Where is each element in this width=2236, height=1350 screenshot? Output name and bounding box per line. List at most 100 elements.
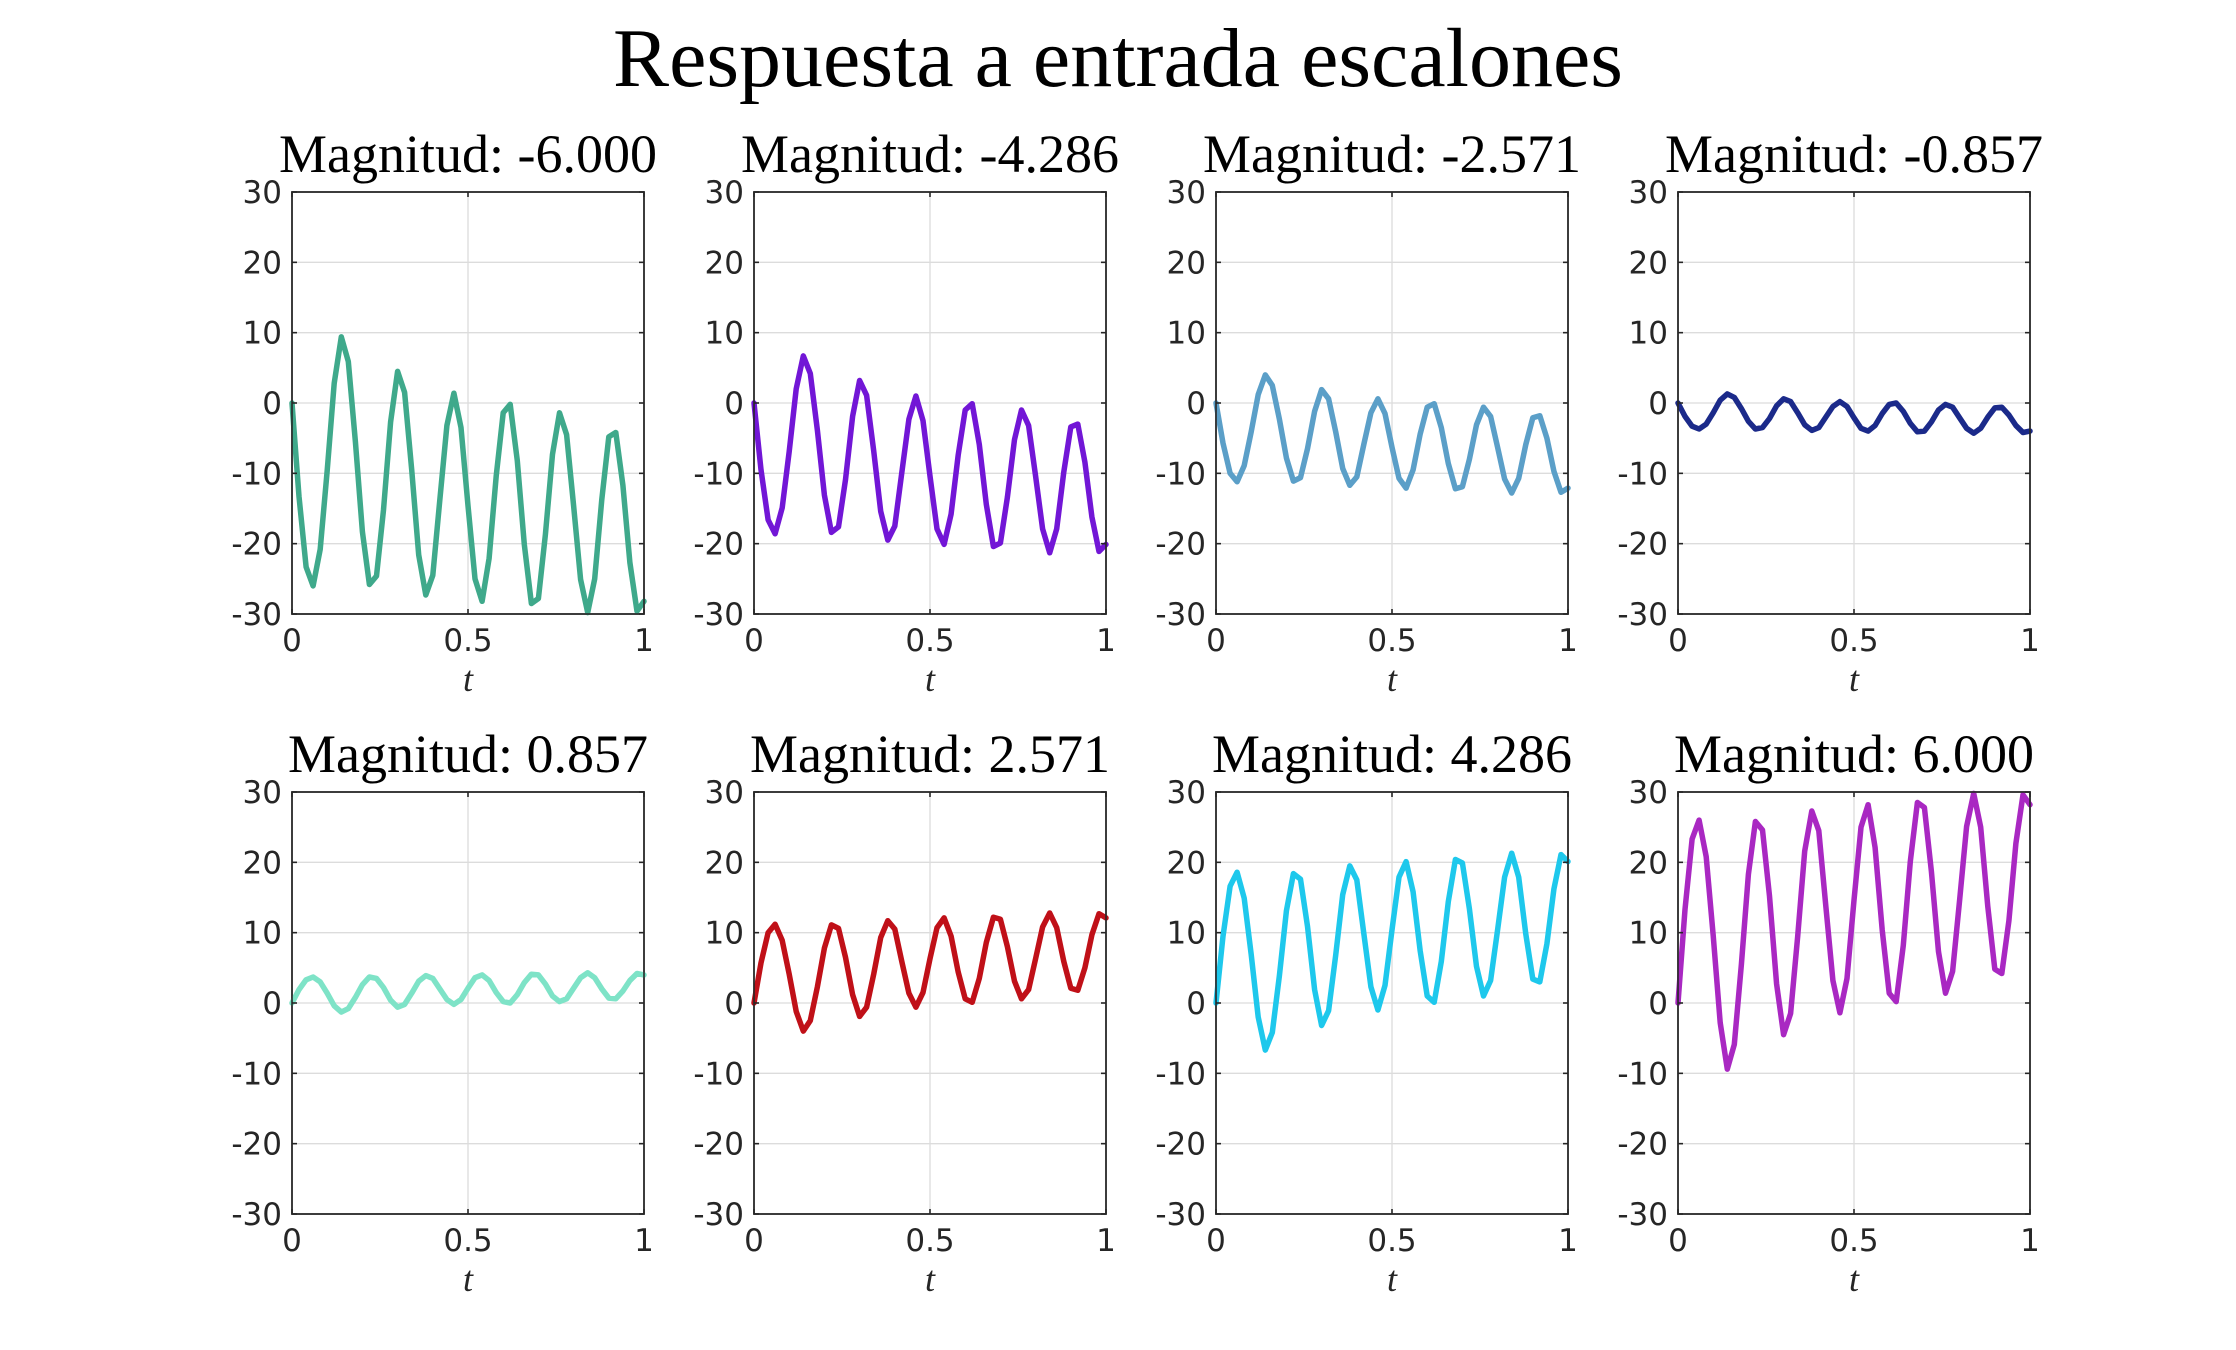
x-axis-label: t — [1849, 1259, 1860, 1299]
y-tick-label: 10 — [1629, 316, 1668, 352]
x-tick-label: 1 — [1558, 623, 1578, 659]
x-tick-label: 0.5 — [1367, 1223, 1416, 1259]
y-tick-label: 0 — [724, 386, 744, 422]
y-tick-label: 30 — [705, 775, 744, 811]
y-tick-label: 20 — [1167, 845, 1206, 881]
y-tick-label: -20 — [1155, 527, 1206, 563]
figure-title: Respuesta a entrada escalones — [613, 12, 1623, 105]
subplot-title: Magnitud: -0.857 — [1665, 124, 2043, 184]
subplot-title: Magnitud: 0.857 — [288, 724, 648, 784]
subplot-title: Magnitud: -6.000 — [279, 124, 657, 184]
x-tick-label: 0.5 — [443, 1223, 492, 1259]
y-tick-label: -20 — [1155, 1127, 1206, 1163]
y-tick-label: 30 — [1167, 775, 1206, 811]
subplot-7: -30 -20 -10 0 10 20 30 0 0.5 1 t Magnitud: 4.286 — [1155, 724, 1578, 1299]
subplot-5: -30 -20 -10 0 10 20 30 0 0.5 1 t Magnitud: 0.857 — [231, 724, 654, 1299]
subplot-title: Magnitud: 6.000 — [1674, 724, 2034, 784]
y-tick-label: -30 — [1617, 1197, 1668, 1233]
series-line — [751, 910, 1109, 1034]
x-axis-label: t — [1387, 1259, 1398, 1299]
y-tick-label: 20 — [1167, 245, 1206, 281]
y-tick-label: -30 — [1155, 1197, 1206, 1233]
y-tick-label: 0 — [262, 386, 282, 422]
subplot-4: -30 -20 -10 0 10 20 30 0 0.5 1 t Magnitud: -0.857 — [1617, 124, 2043, 699]
x-tick-label: 0.5 — [905, 1223, 954, 1259]
y-tick-label: -30 — [1155, 597, 1206, 633]
x-axis-label: t — [1849, 659, 1860, 699]
subplot-title: Magnitud: -2.571 — [1203, 124, 1581, 184]
subplot-2: -30 -20 -10 0 10 20 30 0 0.5 1 t Magnitud: -4.286 — [693, 124, 1119, 699]
y-tick-label: -30 — [693, 597, 744, 633]
y-tick-label: -20 — [1617, 527, 1668, 563]
y-tick-label: 10 — [1167, 316, 1206, 352]
x-tick-label: 1 — [2020, 1223, 2040, 1259]
y-tick-label: 20 — [243, 245, 282, 281]
x-tick-label: 0 — [1206, 1223, 1226, 1259]
x-tick-label: 1 — [2020, 623, 2040, 659]
y-tick-label: -20 — [231, 1127, 282, 1163]
x-tick-label: 1 — [634, 1223, 654, 1259]
subplot-title: Magnitud: -4.286 — [741, 124, 1119, 184]
x-tick-label: 0 — [1668, 1223, 1688, 1259]
subplot-6: -30 -20 -10 0 10 20 30 0 0.5 1 t Magnitud: 2.571 — [693, 724, 1116, 1299]
y-tick-label: -20 — [1617, 1127, 1668, 1163]
series-line — [751, 353, 1109, 556]
y-tick-label: -10 — [1617, 1056, 1668, 1092]
x-tick-label: 0.5 — [1829, 623, 1878, 659]
x-tick-label: 1 — [1558, 1223, 1578, 1259]
subplot-3: -30 -20 -10 0 10 20 30 0 0.5 1 t Magnitud: -2.571 — [1155, 124, 1581, 699]
y-tick-label: 20 — [243, 845, 282, 881]
y-tick-label: 0 — [1186, 386, 1206, 422]
y-tick-label: 30 — [1167, 175, 1206, 211]
x-tick-label: 0.5 — [443, 623, 492, 659]
subplot-title: Magnitud: 4.286 — [1212, 724, 1572, 784]
x-tick-label: 0.5 — [905, 623, 954, 659]
subplot-8: -30 -20 -10 0 10 20 30 0 0.5 1 t Magnitud: 6.000 — [1617, 724, 2040, 1299]
y-tick-label: -10 — [231, 1056, 282, 1092]
x-tick-label: 1 — [634, 623, 654, 659]
subplot-title: Magnitud: 2.571 — [750, 724, 1110, 784]
x-axis-label: t — [463, 1259, 474, 1299]
y-tick-label: -10 — [231, 456, 282, 492]
y-tick-label: 0 — [1648, 986, 1668, 1022]
y-tick-label: 0 — [1186, 986, 1206, 1022]
y-tick-label: 30 — [1629, 175, 1668, 211]
y-tick-label: 10 — [1629, 916, 1668, 952]
x-tick-label: 0 — [1206, 623, 1226, 659]
subplot-1: -30 -20 -10 0 10 20 30 0 0.5 1 t Magnitud: -6.000 — [231, 124, 657, 699]
y-tick-label: -10 — [1155, 456, 1206, 492]
y-tick-label: 20 — [705, 845, 744, 881]
y-tick-label: -30 — [231, 1197, 282, 1233]
series-line — [1213, 850, 1571, 1053]
y-tick-label: 10 — [243, 316, 282, 352]
y-tick-label: -20 — [693, 1127, 744, 1163]
x-axis-label: t — [1387, 659, 1398, 699]
y-tick-label: 0 — [262, 986, 282, 1022]
y-tick-label: -30 — [231, 597, 282, 633]
y-tick-label: 0 — [1648, 386, 1668, 422]
x-tick-label: 0 — [1668, 623, 1688, 659]
y-tick-label: 30 — [243, 775, 282, 811]
x-axis-label: t — [925, 1259, 936, 1299]
x-axis-label: t — [925, 659, 936, 699]
y-tick-label: 30 — [1629, 775, 1668, 811]
y-tick-label: -20 — [693, 527, 744, 563]
series-line — [1675, 391, 2033, 436]
x-tick-label: 1 — [1096, 623, 1116, 659]
y-tick-label: -10 — [1617, 456, 1668, 492]
y-tick-label: 30 — [705, 175, 744, 211]
x-tick-label: 0 — [282, 623, 302, 659]
series-line — [1213, 372, 1571, 496]
y-tick-label: 20 — [1629, 845, 1668, 881]
y-tick-label: 20 — [1629, 245, 1668, 281]
series-line — [1675, 790, 2033, 1072]
x-tick-label: 1 — [1096, 1223, 1116, 1259]
y-tick-label: -20 — [231, 527, 282, 563]
x-tick-label: 0 — [282, 1223, 302, 1259]
y-tick-label: -10 — [1155, 1056, 1206, 1092]
y-tick-label: 10 — [243, 916, 282, 952]
y-tick-label: -30 — [1617, 597, 1668, 633]
y-tick-label: 20 — [705, 245, 744, 281]
